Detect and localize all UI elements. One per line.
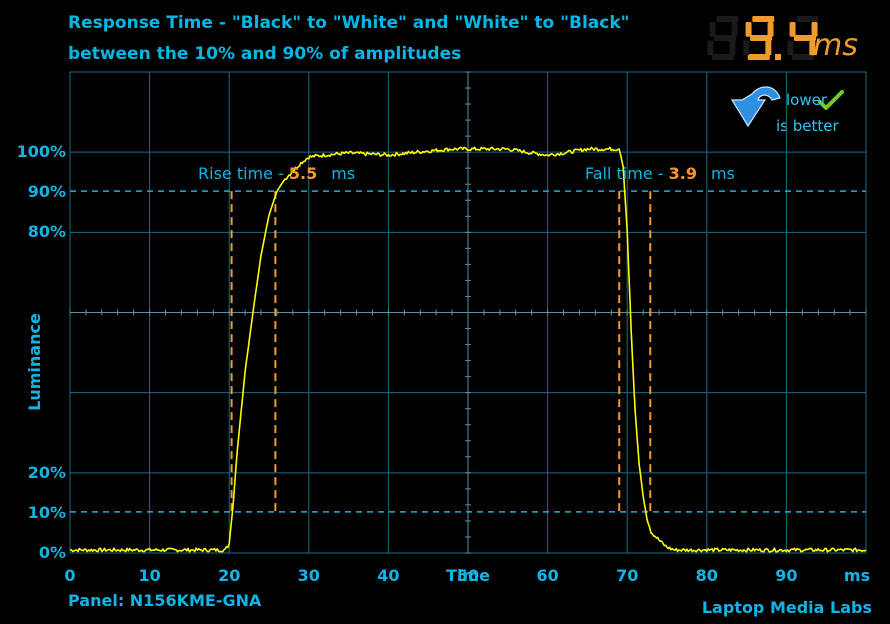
x-tick-label: 70 <box>616 566 638 585</box>
y-tick-label: 80% <box>28 222 66 241</box>
segment-g <box>794 35 816 41</box>
segment-d <box>791 54 814 60</box>
segment-b <box>811 22 818 37</box>
segment-d <box>747 54 770 60</box>
segment-c <box>809 40 816 56</box>
segment-f <box>745 22 752 37</box>
x-axis-label: Time <box>446 566 490 585</box>
fall-time-value: 3.9 <box>669 164 697 183</box>
segment-f <box>789 22 796 37</box>
x-axis-ticks: 0 10 20 30 40 50 60 70 80 90 <box>64 566 797 585</box>
chart-title-line2: between the 10% and 90% of amplitudes <box>68 44 461 64</box>
result-unit: ms <box>813 28 858 63</box>
timing-markers <box>230 191 652 512</box>
x-tick-label: 10 <box>138 566 160 585</box>
x-tick-label: 40 <box>377 566 399 585</box>
badge-better-text: is better <box>776 117 839 135</box>
brand-label: Laptop Media Labs <box>702 598 872 617</box>
segment-a <box>752 16 775 22</box>
segment-e <box>743 40 750 56</box>
rise-time-value: 5.5 <box>289 164 317 183</box>
segment-c <box>765 40 772 56</box>
segment-e <box>787 40 794 56</box>
fall-time-unit: ms <box>711 164 735 183</box>
rise-time-unit: ms <box>331 164 355 183</box>
x-tick-label: 60 <box>536 566 558 585</box>
y-axis-ticks: 0% 10% 20% 80% 90% 100% <box>17 142 66 562</box>
checkmark-icon <box>818 90 844 110</box>
fall-time-label: Fall time - <box>585 164 669 183</box>
segment-d <box>711 54 734 60</box>
segment-b <box>767 22 774 37</box>
badge-lower-text: lower <box>786 91 828 109</box>
chart-title-line1: Response Time - "Black" to "White" and "… <box>68 13 630 33</box>
segment-f <box>709 22 716 37</box>
y-tick-label: 100% <box>17 142 66 161</box>
y-tick-label: 90% <box>28 182 66 201</box>
segment-b <box>731 22 738 37</box>
y-tick-label: 0% <box>39 543 66 562</box>
y-tick-label: 20% <box>28 463 66 482</box>
arrow-down-icon <box>730 86 781 128</box>
segment-g <box>714 35 736 41</box>
lower-is-better-badge: lower is better <box>730 86 844 135</box>
segment-e <box>707 40 714 56</box>
threshold-lines <box>70 190 866 513</box>
y-axis-label: Luminance <box>25 313 44 411</box>
x-axis-unit: ms <box>844 566 870 585</box>
x-tick-label: 30 <box>298 566 320 585</box>
signal-series <box>69 146 867 553</box>
fall-time-annotation: Fall time - 3.9 ms <box>585 164 735 183</box>
x-tick-label: 80 <box>696 566 718 585</box>
x-tick-label: 50 <box>457 566 479 585</box>
segment-a <box>796 16 819 22</box>
segment-a <box>716 16 739 22</box>
chart-grid <box>69 71 867 554</box>
segment-c <box>729 40 736 56</box>
rise-time-annotation: Rise time - 5.5 ms <box>198 164 355 183</box>
panel-label: Panel: N156KME-GNA <box>68 591 262 610</box>
x-tick-label: 0 <box>64 566 75 585</box>
x-tick-label: 20 <box>218 566 240 585</box>
x-tick-label: 90 <box>775 566 797 585</box>
segment-g <box>750 35 772 41</box>
rise-time-label: Rise time - <box>198 164 289 183</box>
signal-line-0 <box>69 146 867 553</box>
result-readout <box>707 16 819 60</box>
decimal-point <box>775 54 781 60</box>
y-tick-label: 10% <box>28 503 66 522</box>
